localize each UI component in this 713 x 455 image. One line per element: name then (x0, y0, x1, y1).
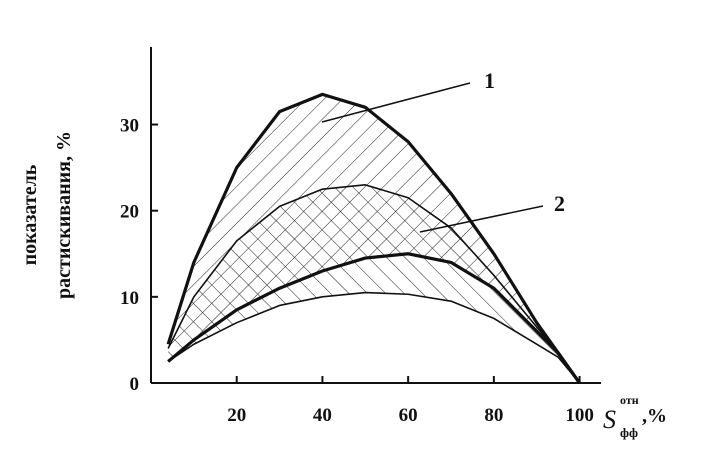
x-tick-label: 80 (484, 405, 503, 426)
y-axis-label: растискивания, % (53, 131, 75, 299)
x-label-main: S (603, 405, 616, 434)
x-tick-label: 100 (565, 405, 594, 426)
x-label-sub: фф (620, 425, 638, 440)
y-tick-label: 20 (120, 202, 139, 223)
leader-line (419, 205, 544, 233)
x-tick-label: 60 (399, 405, 418, 426)
band-upper-line (167, 184, 581, 384)
band-fill (168, 184, 580, 383)
y-tick-label: 10 (120, 288, 139, 309)
band-label: 2 (554, 191, 565, 216)
x-tick-label: 20 (227, 405, 246, 426)
band-upper-line (166, 92, 581, 384)
band-label: 1 (484, 68, 495, 93)
x-label-suffix: ,% (642, 405, 667, 427)
leader-line (321, 82, 471, 123)
x-axis-label: S отн фф ,% (603, 393, 667, 440)
x-tick-label: 40 (313, 405, 332, 426)
y-tick-label: 30 (120, 116, 139, 137)
band-lower-line (167, 291, 581, 384)
y-tick-label: 0 (130, 374, 140, 395)
x-label-sup: отн (620, 393, 639, 407)
band-lower-line (167, 252, 581, 384)
y-axis-label: показатель (19, 164, 41, 265)
